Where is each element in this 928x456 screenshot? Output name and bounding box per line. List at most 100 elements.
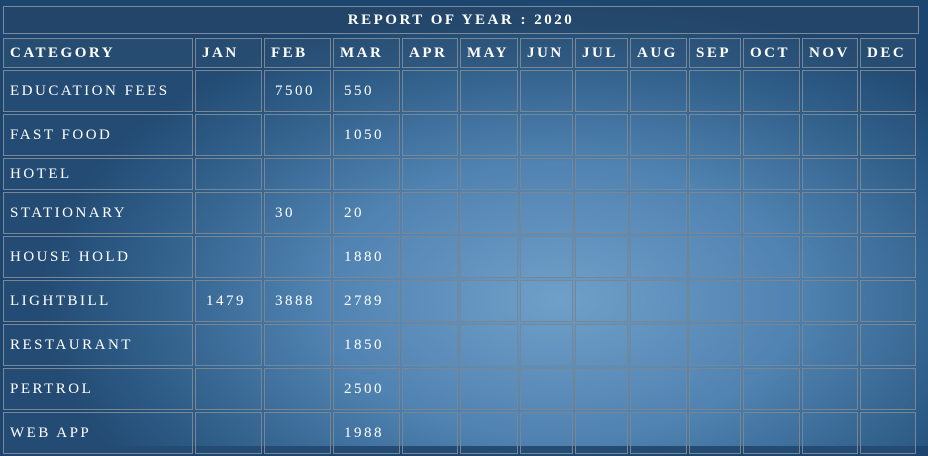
value-cell-jul bbox=[575, 368, 628, 410]
value-cell-oct bbox=[743, 114, 800, 156]
column-header-apr: APR bbox=[402, 38, 458, 68]
value-cell-mar: 1850 bbox=[333, 324, 400, 366]
value-cell-apr bbox=[402, 158, 458, 190]
report-table: CATEGORY JAN FEB MAR APR MAY JUN JUL AUG… bbox=[1, 36, 918, 456]
category-cell: RESTAURANT bbox=[3, 324, 193, 366]
value-cell-mar: 20 bbox=[333, 192, 400, 234]
value-cell-apr bbox=[402, 236, 458, 278]
value-cell-sep bbox=[689, 412, 741, 454]
value-cell-dec bbox=[860, 114, 916, 156]
value-cell-nov bbox=[802, 412, 858, 454]
value-cell-jul bbox=[575, 324, 628, 366]
value-cell-jan bbox=[195, 236, 262, 278]
value-cell-nov bbox=[802, 158, 858, 190]
value-cell-feb: 3888 bbox=[264, 280, 331, 322]
value-cell-apr bbox=[402, 114, 458, 156]
value-cell-jun bbox=[520, 368, 573, 410]
value-cell-jul bbox=[575, 114, 628, 156]
value-cell-aug bbox=[630, 70, 687, 112]
value-cell-aug bbox=[630, 412, 687, 454]
header-row: CATEGORY JAN FEB MAR APR MAY JUN JUL AUG… bbox=[3, 38, 916, 68]
value-cell-dec bbox=[860, 236, 916, 278]
column-header-may: MAY bbox=[460, 38, 518, 68]
value-cell-aug bbox=[630, 158, 687, 190]
value-cell-aug bbox=[630, 324, 687, 366]
value-cell-jan bbox=[195, 114, 262, 156]
value-cell-dec bbox=[860, 280, 916, 322]
value-cell-apr bbox=[402, 280, 458, 322]
value-cell-sep bbox=[689, 368, 741, 410]
value-cell-mar: 1050 bbox=[333, 114, 400, 156]
value-cell-apr bbox=[402, 70, 458, 112]
value-cell-aug bbox=[630, 114, 687, 156]
value-cell-feb bbox=[264, 324, 331, 366]
value-cell-apr bbox=[402, 412, 458, 454]
value-cell-jul bbox=[575, 236, 628, 278]
column-header-jul: JUL bbox=[575, 38, 628, 68]
category-cell: STATIONARY bbox=[3, 192, 193, 234]
value-cell-feb: 30 bbox=[264, 192, 331, 234]
value-cell-may bbox=[460, 236, 518, 278]
value-cell-oct bbox=[743, 368, 800, 410]
value-cell-may bbox=[460, 114, 518, 156]
value-cell-sep bbox=[689, 158, 741, 190]
table-row: HOUSE HOLD 1880 bbox=[3, 236, 916, 278]
report-container: REPORT OF YEAR : 2020 CATEGORY JAN FEB M… bbox=[3, 6, 919, 456]
category-cell: FAST FOOD bbox=[3, 114, 193, 156]
value-cell-jul bbox=[575, 192, 628, 234]
column-header-oct: OCT bbox=[743, 38, 800, 68]
value-cell-nov bbox=[802, 114, 858, 156]
value-cell-feb bbox=[264, 114, 331, 156]
value-cell-nov bbox=[802, 70, 858, 112]
value-cell-jun bbox=[520, 236, 573, 278]
value-cell-dec bbox=[860, 324, 916, 366]
table-row: EDUCATION FEES 7500 550 bbox=[3, 70, 916, 112]
value-cell-apr bbox=[402, 324, 458, 366]
value-cell-mar bbox=[333, 158, 400, 190]
value-cell-dec bbox=[860, 192, 916, 234]
value-cell-apr bbox=[402, 368, 458, 410]
column-header-jan: JAN bbox=[195, 38, 262, 68]
column-header-nov: NOV bbox=[802, 38, 858, 68]
value-cell-jun bbox=[520, 280, 573, 322]
value-cell-may bbox=[460, 324, 518, 366]
report-title: REPORT OF YEAR : 2020 bbox=[3, 6, 919, 34]
value-cell-jul bbox=[575, 412, 628, 454]
value-cell-sep bbox=[689, 236, 741, 278]
value-cell-sep bbox=[689, 324, 741, 366]
value-cell-oct bbox=[743, 236, 800, 278]
value-cell-mar: 2500 bbox=[333, 368, 400, 410]
value-cell-oct bbox=[743, 70, 800, 112]
column-header-aug: AUG bbox=[630, 38, 687, 68]
value-cell-jun bbox=[520, 114, 573, 156]
value-cell-sep bbox=[689, 70, 741, 112]
value-cell-may bbox=[460, 70, 518, 112]
column-header-dec: DEC bbox=[860, 38, 916, 68]
value-cell-mar: 1880 bbox=[333, 236, 400, 278]
value-cell-dec bbox=[860, 412, 916, 454]
value-cell-aug bbox=[630, 236, 687, 278]
category-cell: HOTEL bbox=[3, 158, 193, 190]
value-cell-oct bbox=[743, 324, 800, 366]
report-body: EDUCATION FEES 7500 550 FAST FOOD 1050 HOTEL S… bbox=[3, 70, 916, 454]
value-cell-oct bbox=[743, 280, 800, 322]
value-cell-jun bbox=[520, 192, 573, 234]
value-cell-jan: 1479 bbox=[195, 280, 262, 322]
value-cell-jul bbox=[575, 70, 628, 112]
category-cell: EDUCATION FEES bbox=[3, 70, 193, 112]
value-cell-sep bbox=[689, 192, 741, 234]
value-cell-mar: 550 bbox=[333, 70, 400, 112]
table-row: RESTAURANT 1850 bbox=[3, 324, 916, 366]
column-header-feb: FEB bbox=[264, 38, 331, 68]
category-cell: HOUSE HOLD bbox=[3, 236, 193, 278]
value-cell-jan bbox=[195, 192, 262, 234]
table-row: HOTEL bbox=[3, 158, 916, 190]
category-cell: WEB APP bbox=[3, 412, 193, 454]
value-cell-oct bbox=[743, 192, 800, 234]
value-cell-may bbox=[460, 368, 518, 410]
table-row: PERTROL 2500 bbox=[3, 368, 916, 410]
value-cell-may bbox=[460, 158, 518, 190]
table-row: STATIONARY 30 20 bbox=[3, 192, 916, 234]
value-cell-aug bbox=[630, 192, 687, 234]
value-cell-dec bbox=[860, 158, 916, 190]
